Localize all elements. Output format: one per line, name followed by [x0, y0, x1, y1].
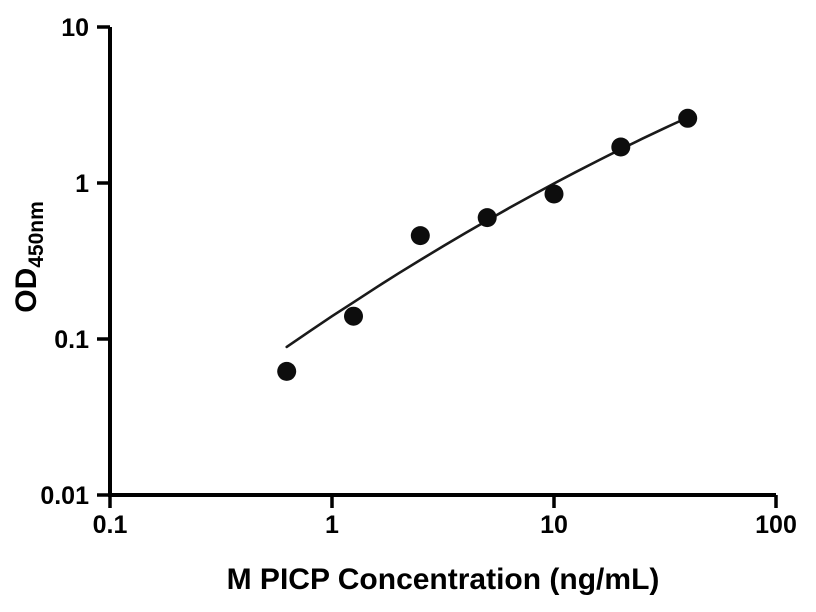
y-axis-title-subscript: 450nm	[25, 201, 48, 268]
x-tick-label: 10	[540, 511, 568, 539]
data-point	[410, 226, 430, 246]
y-axis-title: OD450nm	[10, 201, 48, 313]
x-axis-title: M PICP Concentration (ng/mL)	[227, 563, 660, 596]
tick-marks	[97, 25, 778, 508]
y-tick-label: 1	[75, 170, 89, 198]
y-axis-title-main: OD	[10, 268, 43, 313]
x-tick-label: 1	[325, 511, 339, 539]
y-tick-label: 0.1	[54, 326, 89, 354]
plot-series	[277, 108, 698, 381]
data-point	[277, 361, 297, 381]
data-point	[678, 108, 698, 128]
x-tick-label: 100	[755, 511, 797, 539]
axis-frame	[108, 27, 776, 497]
data-point	[344, 306, 363, 326]
data-point	[544, 184, 564, 204]
data-point	[611, 137, 631, 157]
y-tick-label: 0.01	[40, 482, 89, 510]
data-point	[477, 208, 497, 228]
y-tick-label: 10	[61, 14, 89, 42]
x-tick-label: 0.1	[93, 511, 128, 539]
